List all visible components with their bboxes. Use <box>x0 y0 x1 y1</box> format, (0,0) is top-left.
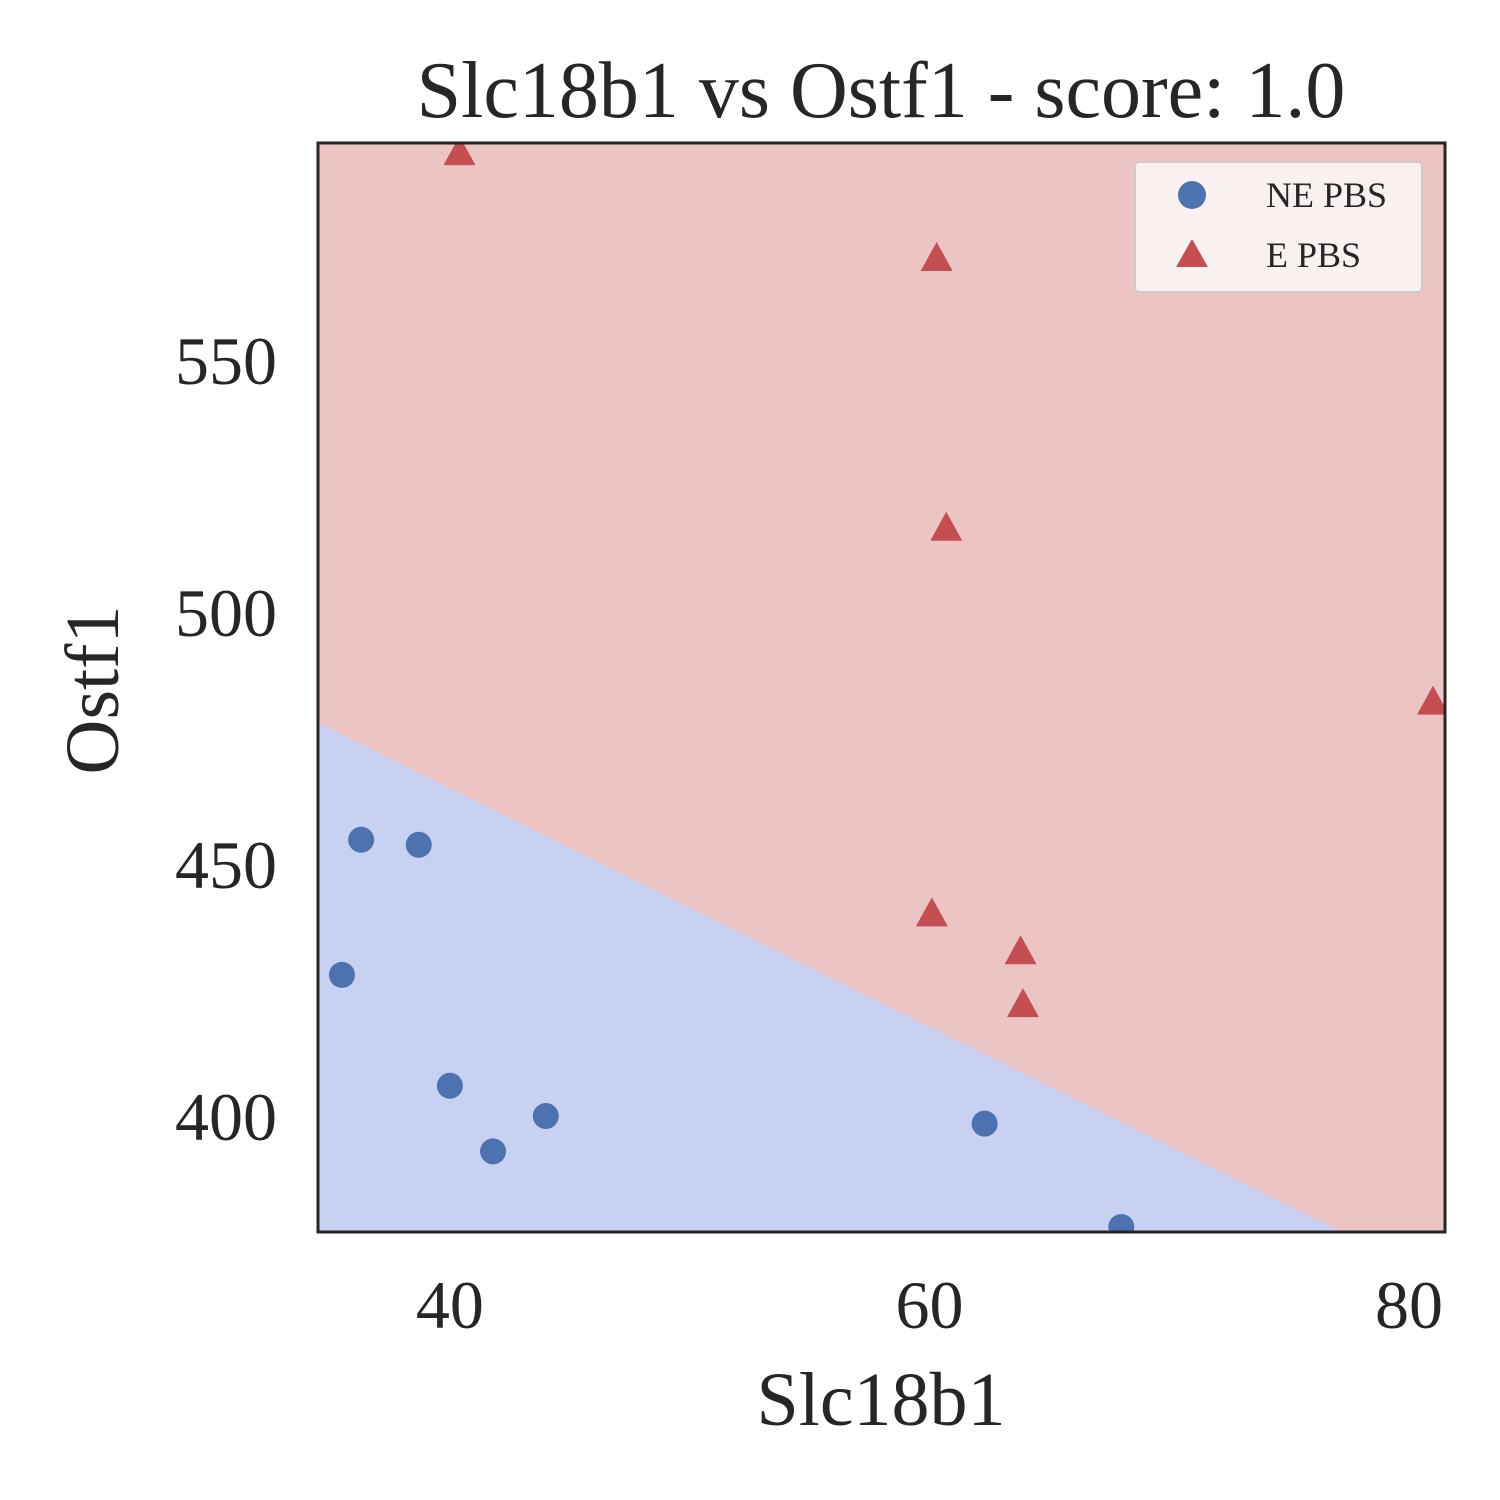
plot-area <box>318 136 1449 1240</box>
chart-title: Slc18b1 vs Ostf1 - score: 1.0 <box>417 47 1346 135</box>
y-tick-label: 500 <box>175 575 277 651</box>
legend-e-label: E PBS <box>1266 235 1361 275</box>
ne-pbs-point <box>533 1103 559 1129</box>
y-axis-ticks: 400 450 500 550 <box>175 323 277 1155</box>
legend-ne-marker <box>1178 181 1206 209</box>
y-axis-label: Ostf1 <box>51 606 135 775</box>
legend-ne-label: NE PBS <box>1266 175 1387 215</box>
ne-pbs-point <box>480 1138 506 1164</box>
ne-pbs-point <box>437 1073 463 1099</box>
x-axis-ticks: 40 60 80 <box>416 1267 1443 1343</box>
ne-pbs-point <box>406 832 432 858</box>
x-axis-label: Slc18b1 <box>756 1358 1005 1442</box>
y-tick-label: 400 <box>175 1079 277 1155</box>
y-tick-label: 550 <box>175 323 277 399</box>
legend: NE PBS E PBS <box>1135 162 1422 292</box>
ne-pbs-point <box>329 962 355 988</box>
y-tick-label: 450 <box>175 827 277 903</box>
ne-pbs-point <box>972 1111 998 1137</box>
ne-pbs-point <box>1108 1214 1134 1240</box>
ne-pbs-point <box>348 827 374 853</box>
x-tick-label: 40 <box>416 1267 484 1343</box>
x-tick-label: 60 <box>895 1267 963 1343</box>
x-tick-label: 80 <box>1375 1267 1443 1343</box>
